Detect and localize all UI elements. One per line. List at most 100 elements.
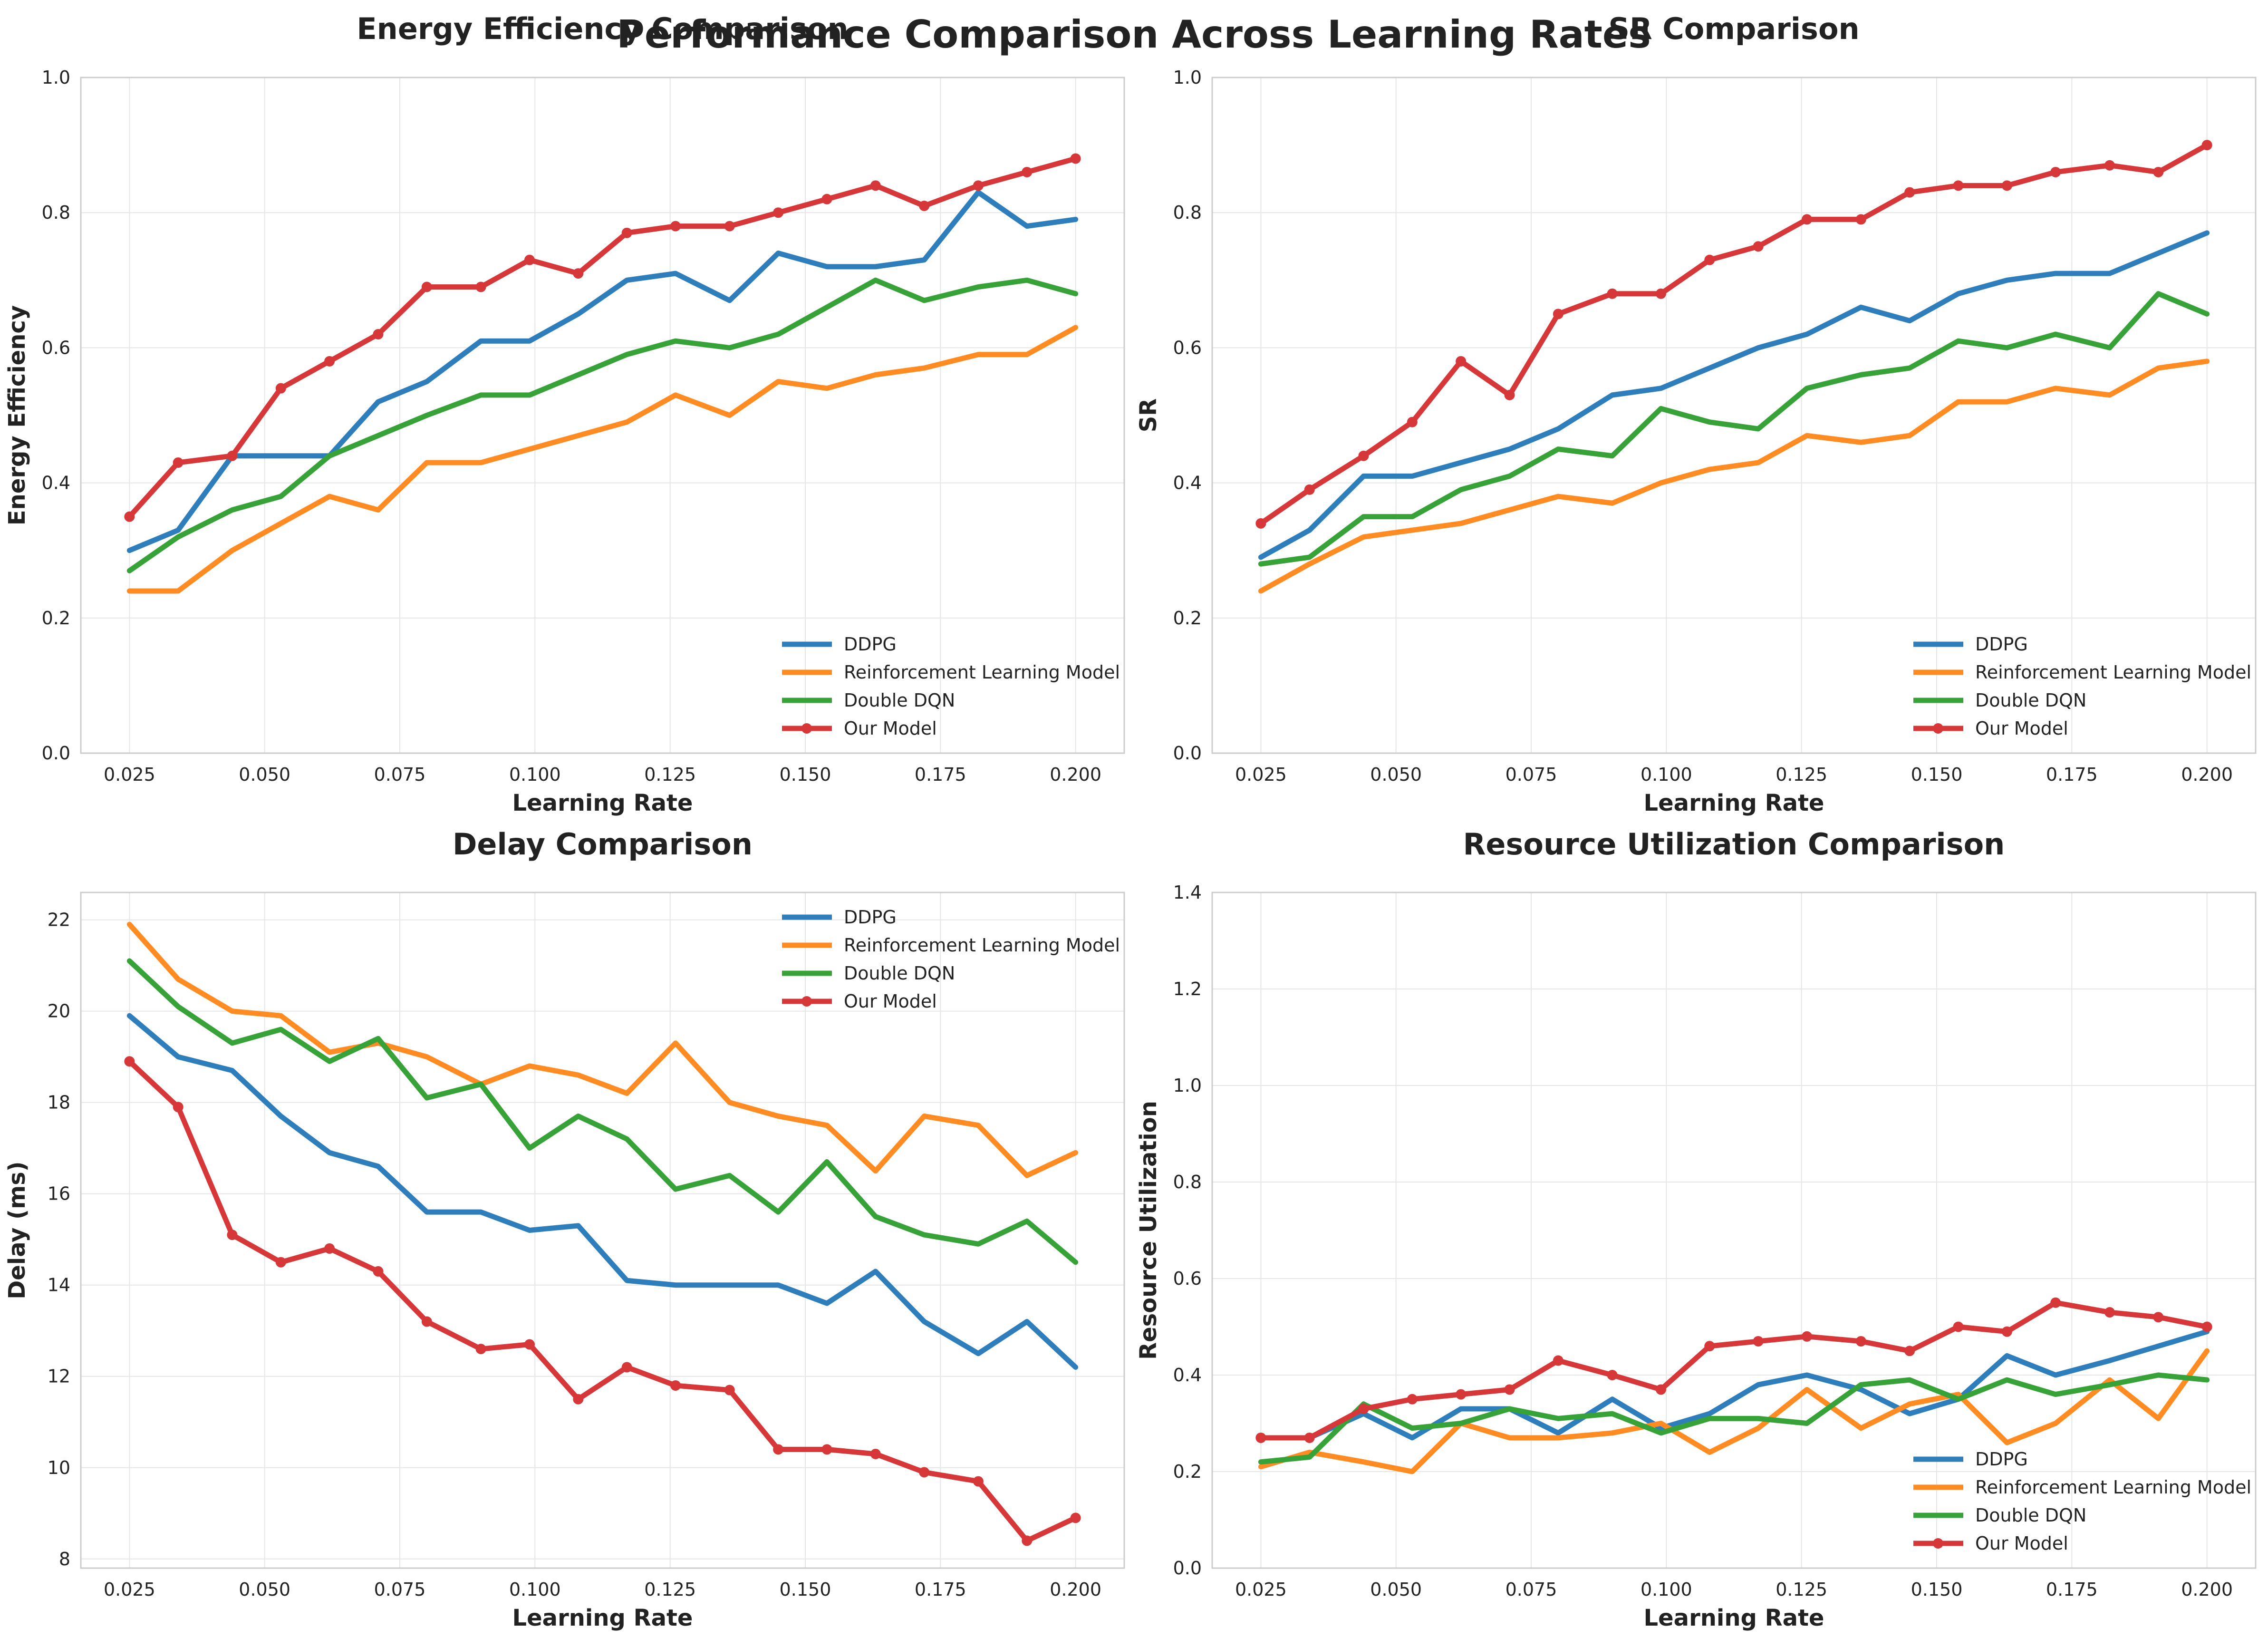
y-tick-label: 0.6	[1173, 1268, 1202, 1289]
data-point	[324, 1243, 335, 1254]
data-point	[2153, 1312, 2164, 1323]
x-tick-label: 0.050	[1370, 764, 1422, 785]
data-point	[773, 207, 784, 218]
y-tick-label: 0.6	[1173, 337, 1202, 358]
y-tick-label: 1.0	[1173, 67, 1202, 88]
data-point	[1855, 1336, 1866, 1347]
legend: DDPG Reinforcement Learning Model Double D…	[782, 634, 1120, 739]
plot-frame	[80, 892, 1125, 1569]
y-tick-label: 0.2	[1173, 1461, 1202, 1482]
x-tick-label: 0.175	[2046, 1579, 2098, 1600]
y-tick-label: 0.0	[42, 743, 70, 764]
legend: DDPG Reinforcement Learning Model Double D…	[1913, 634, 2251, 739]
data-point	[373, 329, 384, 339]
x-axis-label: Learning Rate	[512, 790, 693, 816]
legend-entry: Our Model	[844, 991, 937, 1012]
x-tick-label: 0.175	[915, 1579, 966, 1600]
x-tick-label: 0.025	[1235, 1579, 1287, 1600]
data-point	[821, 1444, 832, 1455]
data-point	[2153, 166, 2164, 177]
data-point	[821, 194, 832, 204]
y-tick-label: 16	[48, 1183, 70, 1204]
y-tick-label: 0.0	[1173, 743, 1202, 764]
legend-marker	[1933, 1538, 1943, 1549]
y-tick-label: 10	[48, 1457, 70, 1478]
data-point	[1904, 187, 1915, 198]
data-point	[1255, 1432, 1266, 1443]
data-point	[2050, 166, 2061, 177]
legend-entry: Double DQN	[1975, 690, 2086, 711]
series-line	[126, 958, 1079, 1265]
y-tick-label: 1.4	[1173, 882, 1202, 903]
series-line	[1258, 359, 2210, 594]
x-tick-label: 0.050	[239, 1579, 290, 1600]
x-tick-label: 0.175	[2046, 764, 2098, 785]
y-axis-label: SR	[1135, 398, 1162, 433]
data-point	[1553, 309, 1563, 320]
legend-entry: Double DQN	[1975, 1505, 2086, 1526]
chart-panel: 0.025 0.050 0.075 0.100 0.125 0.150 0.175 0.200…	[1135, 827, 2257, 1631]
data-point	[919, 200, 930, 211]
legend-entry: DDPG	[1975, 1449, 2028, 1470]
legend-entry: Our Model	[844, 718, 937, 739]
data-point	[2001, 180, 2012, 191]
data-point	[227, 1230, 238, 1241]
y-tick-label: 0.4	[1173, 473, 1202, 494]
data-point	[1255, 518, 1266, 529]
x-tick-label: 0.200	[1050, 1579, 1101, 1600]
series-line	[126, 156, 1079, 520]
data-point	[373, 1266, 384, 1277]
legend-entry: Double DQN	[844, 963, 955, 984]
data-point	[1504, 389, 1515, 400]
data-point	[1456, 356, 1467, 367]
x-tick-label: 0.125	[1776, 1579, 1827, 1600]
data-point	[1953, 180, 1964, 191]
x-tick-label: 0.200	[2181, 764, 2233, 785]
x-tick-label: 0.050	[1370, 1579, 1422, 1600]
legend-marker	[1933, 723, 1943, 734]
data-point	[1655, 1384, 1666, 1395]
data-point	[1456, 1389, 1467, 1400]
legend-entry: Reinforcement Learning Model	[844, 935, 1120, 956]
series-line	[1258, 1372, 2210, 1465]
data-point	[1904, 1346, 1915, 1357]
series-line	[126, 1058, 1079, 1543]
data-point	[1304, 1432, 1315, 1443]
y-tick-label: 0.8	[1173, 1172, 1202, 1192]
y-tick-label: 0.6	[42, 337, 70, 358]
x-axis-label: Learning Rate	[1644, 790, 1824, 816]
y-tick-label: 12	[48, 1366, 70, 1387]
data-point	[670, 1380, 681, 1391]
x-tick-label: 0.175	[915, 764, 966, 785]
series-line	[126, 277, 1079, 573]
x-tick-label: 0.050	[239, 764, 290, 785]
data-point	[724, 1385, 735, 1396]
x-tick-label: 0.075	[1506, 1579, 1557, 1600]
series-line	[126, 190, 1079, 553]
y-axis-label: Delay (ms)	[4, 1161, 30, 1299]
x-tick-label: 0.075	[1506, 764, 1557, 785]
x-axis-label: Learning Rate	[1644, 1605, 1824, 1631]
series-line	[1258, 1348, 2210, 1474]
data-point	[524, 254, 535, 265]
series-line	[1258, 1300, 2210, 1441]
legend-entry: Our Model	[1975, 718, 2068, 739]
series-line	[126, 325, 1079, 594]
x-tick-label: 0.125	[644, 1579, 696, 1600]
legend-entry: Reinforcement Learning Model	[1975, 1477, 2251, 1498]
x-tick-label: 0.150	[1911, 1579, 1963, 1600]
data-point	[1753, 241, 1764, 252]
data-point	[573, 1394, 584, 1405]
y-axis-label: Energy Efficiency	[4, 305, 30, 525]
y-tick-label: 0.0	[1173, 1558, 1202, 1579]
x-tick-label: 0.150	[780, 764, 831, 785]
data-point	[973, 1476, 984, 1487]
legend-entry: DDPG	[844, 634, 897, 655]
data-point	[1855, 214, 1866, 225]
x-tick-label: 0.075	[374, 1579, 426, 1600]
legend-entry: DDPG	[1975, 634, 2028, 655]
data-point	[1022, 1535, 1033, 1546]
data-point	[1802, 1331, 1813, 1342]
data-point	[724, 221, 735, 232]
